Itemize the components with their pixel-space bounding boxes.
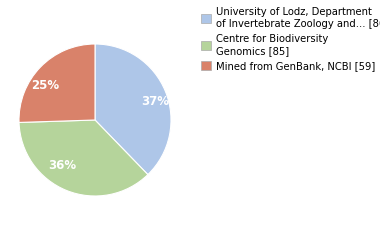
Text: 37%: 37% (141, 95, 169, 108)
Wedge shape (19, 44, 95, 122)
Text: 36%: 36% (48, 159, 76, 172)
Wedge shape (19, 120, 148, 196)
Wedge shape (95, 44, 171, 174)
Text: 25%: 25% (32, 79, 60, 92)
Legend: University of Lodz, Department
of Invertebrate Zoology and... [86], Centre for B: University of Lodz, Department of Invert… (199, 5, 380, 73)
